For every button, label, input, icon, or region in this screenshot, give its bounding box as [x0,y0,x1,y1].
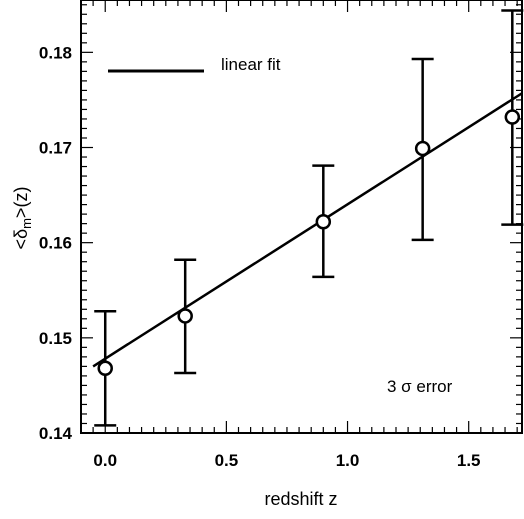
y-axis-title-subscript: m [19,218,34,229]
tick-labels: 0.0 0.5 1.0 1.5 0.14 0.15 0.16 0.17 0.18 [39,43,481,470]
y-axis-title: <δm>(z) [11,187,34,250]
points-layer [94,9,524,427]
data-point [414,140,431,157]
y-tick-label: 0.18 [39,43,72,62]
data-point [504,109,521,125]
plot-frame [80,0,523,434]
x-axis-title: redshift z [264,489,337,509]
y-tick-label: 0.15 [39,329,72,348]
x-tick-label: 1.5 [457,451,481,470]
data-point [315,213,332,230]
y-axis-title-main: <δ [11,229,31,250]
legend-label: linear fit [221,55,281,74]
y-tick-label: 0.14 [39,424,73,443]
x-tick-label: 0.0 [93,451,117,470]
ticks [80,0,522,434]
data-point [177,308,193,324]
legend: linear fit [108,55,281,74]
x-tick-label: 1.0 [336,451,360,470]
x-tick-label: 0.5 [215,451,239,470]
y-tick-label: 0.16 [39,234,72,253]
fit-line [92,92,522,368]
fit-layer [92,92,522,368]
y-axis-title-tail: >(z) [11,187,31,219]
data-point [97,360,113,377]
error-annotation: 3 σ error [387,377,453,396]
y-tick-label: 0.17 [39,139,72,158]
